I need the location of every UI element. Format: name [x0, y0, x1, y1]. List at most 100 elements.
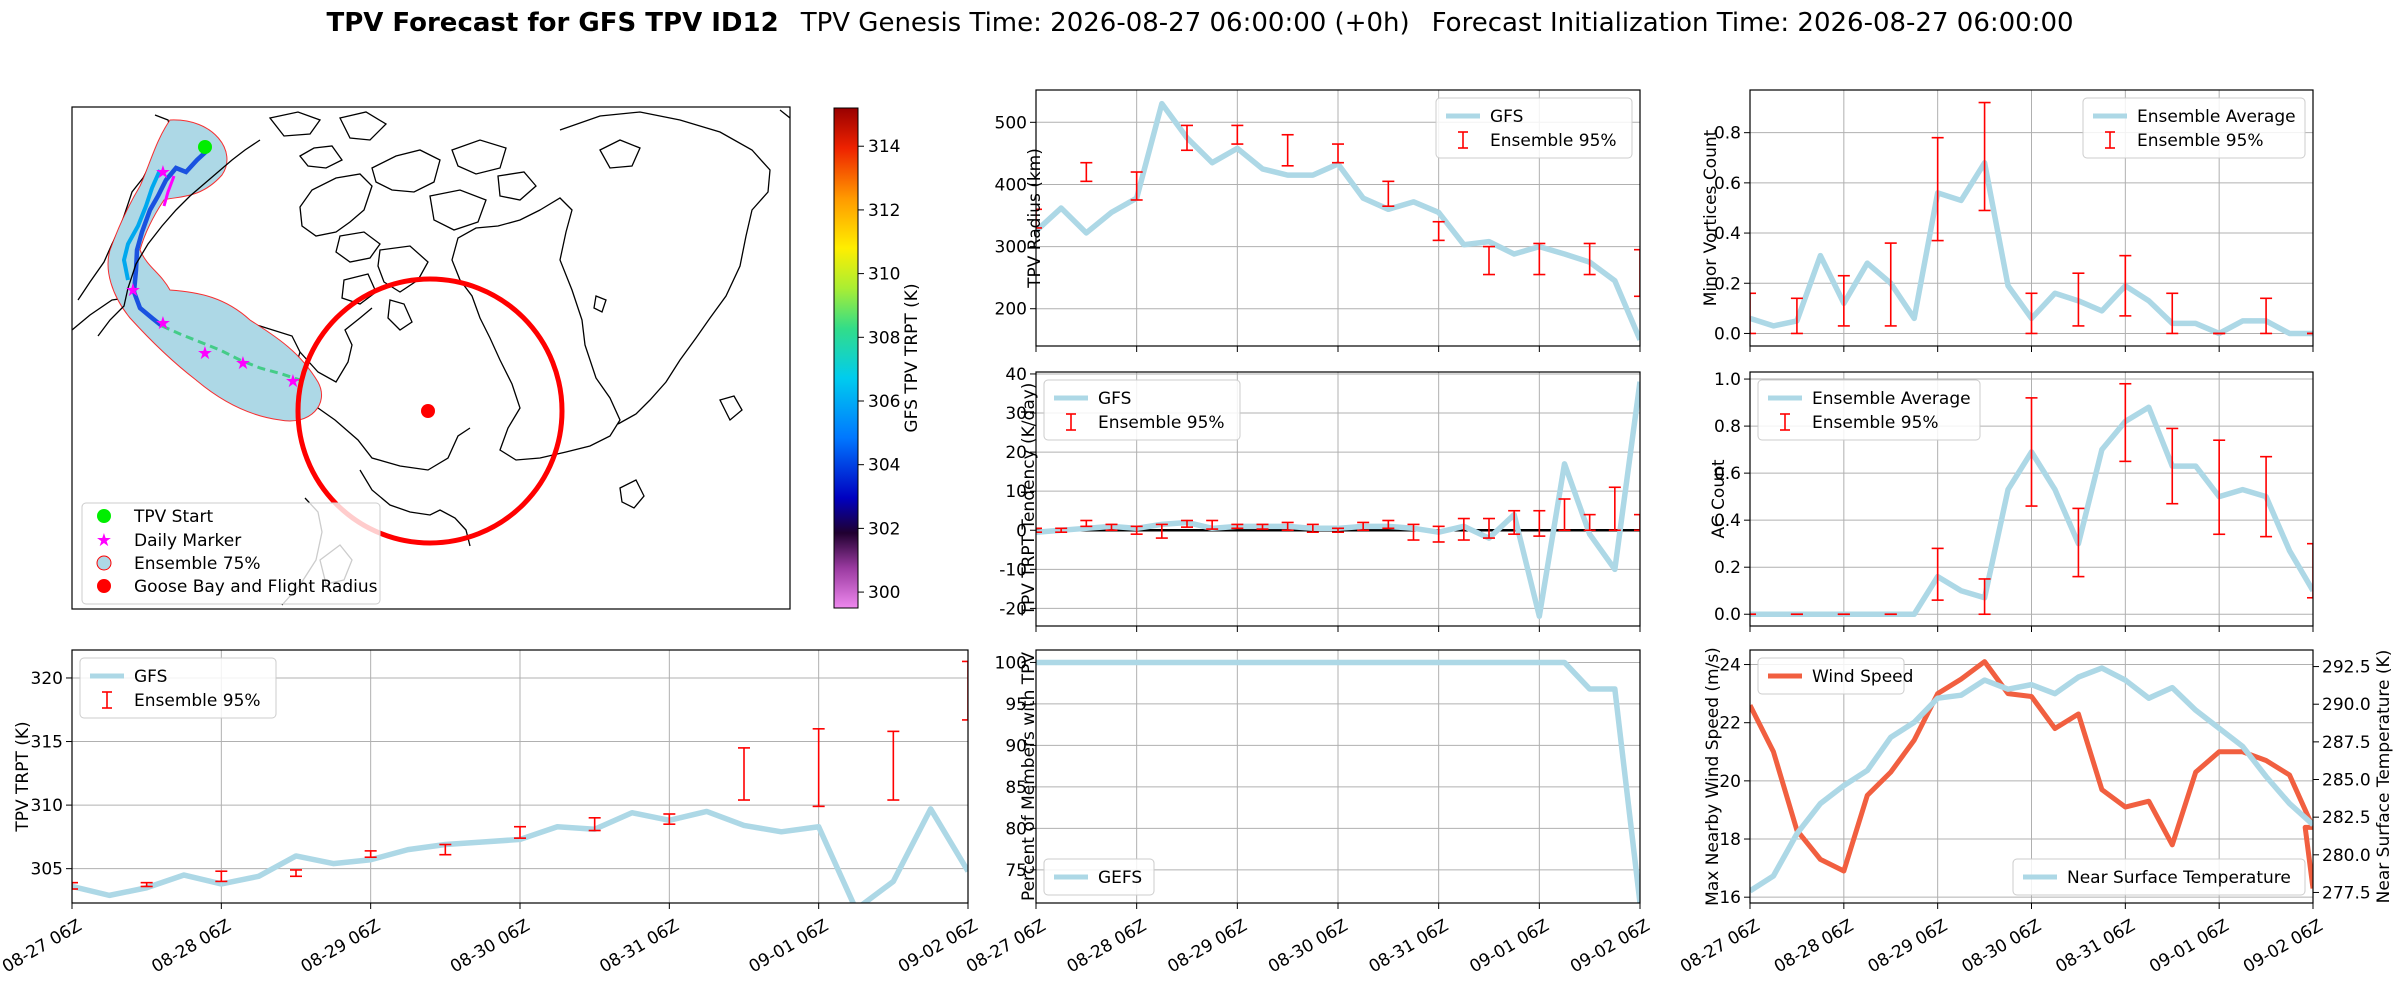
ac-ytick-label-5: 1.0	[1714, 370, 1741, 390]
ac-ytick-label-0: 0.0	[1714, 605, 1741, 625]
ac-series-group	[1750, 382, 2313, 617]
minor-ytick-label-2: 0.4	[1714, 224, 1741, 244]
tendency-frame	[1035, 371, 1641, 627]
ac-ylabel: AC Count	[1709, 459, 1729, 538]
flight-radius-circle	[295, 276, 565, 546]
wind_temp-xtick-label-5: 09-01 06Z	[2146, 916, 2232, 977]
ac-frame	[1749, 371, 2314, 627]
members-ytick-label-1: 80	[1005, 819, 1027, 839]
ac-legend-label-0: Ensemble Average	[1812, 389, 1971, 409]
trpt-ylabel: TPV TRPT (K)	[13, 721, 33, 832]
trpt-ytick-label-3: 320	[31, 669, 63, 689]
trpt-series-group	[72, 660, 968, 903]
goose-bay	[295, 276, 565, 546]
wind_temp-ytick-right-label-1: 280.0	[2322, 846, 2371, 866]
wind_temp-ytick-right-label-6: 292.5	[2322, 658, 2371, 678]
title-bold: TPV Forecast for GFS TPV ID12	[326, 8, 778, 38]
wind_temp-series-group	[1750, 659, 2313, 894]
trpt-line-0	[72, 806, 968, 903]
legend-goose-label: Goose Bay and Flight Radius	[134, 577, 378, 597]
colorbar-tick-label-1: 302	[868, 519, 900, 539]
tendency-legend-top-left: GFS Ensemble 95%	[1043, 379, 1241, 441]
wind_temp-legend-top-left: Wind Speed	[1757, 657, 1913, 695]
members-xtick-label-4: 08-31 06Z	[1366, 916, 1452, 977]
ac-legend-box	[1757, 379, 1981, 441]
members-series-group	[1036, 659, 1640, 903]
members-legend-box	[1043, 858, 1155, 896]
wind_temp-legend-label-0: Near Surface Temperature	[2067, 868, 2291, 888]
title-init: Forecast Initialization Time: 2026-08-27…	[1432, 8, 2074, 38]
ac-ytick-label-4: 0.8	[1714, 417, 1741, 437]
wind_temp-ytick-right-label-0: 277.5	[2322, 883, 2371, 903]
wind_temp-xtick-label-6: 09-02 06Z	[2240, 916, 2326, 977]
colorbar-label: GFS TPV TRPT (K)	[902, 283, 922, 432]
wind_temp-ytick-label-2: 20	[1719, 772, 1741, 792]
wind_temp-ylabel-right: Near Surface Temperature (K)	[2374, 650, 2394, 904]
trpt-frame	[71, 649, 969, 904]
wind_temp-xtick-label-4: 08-31 06Z	[2052, 916, 2138, 977]
trpt-xtick-label-1: 08-28 06Z	[148, 916, 234, 977]
wind_temp-xtick-label-2: 08-29 06Z	[1865, 916, 1951, 977]
panel-tpv-radius: 200 300 400 500 TPV Radius (km) GFS Ensemble 9…	[995, 89, 1641, 352]
legend-goose-icon	[97, 579, 111, 593]
members-ytick-label-3: 90	[1005, 736, 1027, 756]
panel-wind-temperature: 08-27 06Z 08-28 06Z 08-29 06Z 08-30 06Z 08-3…	[1677, 647, 2394, 977]
members-ytick-label-5: 100	[995, 653, 1027, 673]
wind_temp-ytick-label-0: 16	[1719, 888, 1741, 908]
members-legend-bottom-left: GEFS	[1043, 858, 1155, 896]
radius-legend-label-0: GFS	[1490, 107, 1523, 127]
ac-legend-label-1: Ensemble 95%	[1812, 413, 1939, 433]
daily-marker-3: ★	[155, 313, 171, 334]
radius-ytick-label-1: 300	[995, 238, 1027, 258]
tendency-ytick-label-0: -20	[999, 599, 1027, 619]
wind_temp-xtick-label-3: 08-30 06Z	[1959, 916, 2045, 977]
minor-frame	[1749, 89, 2314, 347]
wind_temp-xtick-label-1: 08-28 06Z	[1771, 916, 1857, 977]
tendency-legend-label-1: Ensemble 95%	[1098, 413, 1225, 433]
radius-legend-box	[1435, 97, 1633, 159]
panel-tpv-trpt: 08-27 06Z 08-28 06Z 08-29 06Z 08-30 06Z 08-3…	[0, 649, 981, 977]
trpt-ytick-label-1: 310	[31, 796, 63, 816]
minor-legend-label-1: Ensemble 95%	[2137, 131, 2264, 151]
trpt-legend-label-1: Ensemble 95%	[134, 691, 261, 711]
map-panel: ★ ★ ★ ★ ★ ★ TPV Start ★ Daily Marker Ens…	[71, 106, 922, 610]
minor-legend-box	[2082, 97, 2306, 159]
goose-bay-marker	[421, 404, 435, 418]
wind_temp-legend-box	[2012, 858, 2306, 896]
trpt-ytick-label-0: 305	[31, 860, 63, 880]
gfs-reference-track	[97, 139, 261, 337]
tendency-ytick-label-1: -10	[999, 560, 1027, 580]
trpt-legend-box	[79, 657, 277, 719]
minor-ytick-label-3: 0.6	[1714, 174, 1741, 194]
tendency-legend-label-0: GFS	[1098, 389, 1131, 409]
trpt-xtick-label-4: 08-31 06Z	[596, 916, 682, 977]
colorbar: 300 302 304 306 308 310 312 314 GFS TPV TRPT (K…	[833, 107, 922, 609]
ac-ytick-label-2: 0.4	[1714, 511, 1741, 531]
members-xtick-label-2: 08-29 06Z	[1164, 916, 1250, 977]
members-ytick-label-2: 85	[1005, 778, 1027, 798]
colorbar-tick-label-7: 314	[868, 137, 900, 157]
wind_temp-ytick-label-4: 24	[1719, 656, 1741, 676]
daily-marker-2: ★	[125, 280, 141, 301]
members-frame	[1035, 649, 1641, 904]
colorbar-ticks: 300 302 304 306 308 310 312 314	[858, 137, 900, 603]
tendency-ytick-label-2: 0	[1016, 521, 1027, 541]
wind_temp-legend-box	[1757, 657, 1905, 695]
members-ytick-label-4: 95	[1005, 695, 1027, 715]
radius-ytick-label-2: 400	[995, 175, 1027, 195]
trpt-legend-top-left: GFS Ensemble 95%	[79, 657, 277, 719]
tendency-ylabel: TPV TRPT Tendency (K/day)	[1019, 383, 1039, 617]
daily-marker-4: ★	[197, 343, 213, 364]
wind_temp-line-1	[1750, 665, 2313, 894]
daily-marker-5: ★	[235, 353, 251, 374]
legend-ens75-icon	[96, 555, 112, 571]
colorbar-tick-label-2: 304	[868, 456, 900, 476]
legend-start-icon	[97, 509, 111, 523]
minor-ytick-label-0: 0.0	[1714, 324, 1741, 344]
wind_temp-ytick-right-label-2: 282.5	[2322, 808, 2371, 828]
minor-ytick-label-1: 0.2	[1714, 274, 1741, 294]
wind_temp-ytick-right-label-5: 290.0	[2322, 695, 2371, 715]
colorbar-tick-label-0: 300	[868, 583, 900, 603]
